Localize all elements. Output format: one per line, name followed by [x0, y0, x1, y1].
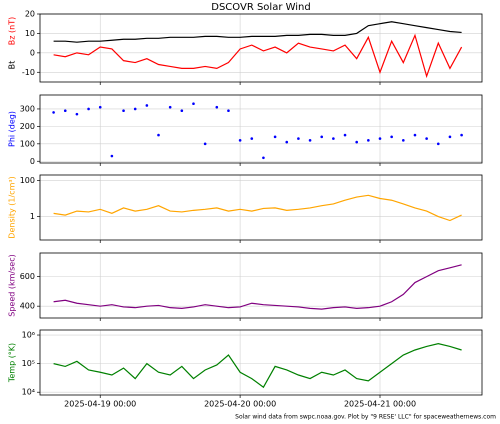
data-point [448, 135, 452, 139]
x-tick-label: 2025-04-20 00:00 [204, 400, 276, 409]
y-tick-label: 1 [30, 212, 35, 221]
data-point [87, 107, 90, 111]
footer: Solar wind data from swpc.noaa.gov. Plot… [235, 414, 496, 421]
y-tick-label: 10⁴ [22, 388, 35, 397]
data-point [238, 139, 242, 142]
y-tick-label: 400 [20, 302, 35, 311]
data-point [157, 133, 160, 137]
data-point [343, 133, 347, 137]
data-point [192, 102, 195, 106]
plot-frame [39, 13, 483, 83]
panel: -10 0 10 20 Bz (nT) Bt [8, 10, 483, 85]
y-tick-label: 10⁶ [22, 331, 35, 340]
data-point [133, 107, 137, 111]
data-point [378, 137, 382, 140]
chart-title: DSCOVR Solar Wind [211, 2, 311, 13]
y-tick-label: 10⁵ [22, 359, 35, 368]
data-point [180, 109, 184, 112]
data-point [250, 137, 254, 140]
data-line [53, 33, 463, 79]
y-axis-label: Bt [8, 61, 17, 70]
data-point [203, 142, 207, 146]
data-point [215, 105, 219, 109]
data-point [402, 139, 405, 142]
y-tick-label: 20 [25, 10, 35, 19]
data-point [110, 154, 114, 158]
data-point [367, 139, 370, 142]
y-axis-label: Phi (deg) [8, 111, 17, 147]
data-point [460, 133, 463, 137]
data-point [122, 109, 125, 112]
data-line [53, 264, 462, 310]
data-point [332, 137, 335, 140]
x-tick-label: 2025-04-21 00:00 [344, 400, 416, 409]
data-line [53, 21, 462, 43]
data-point [308, 139, 312, 142]
y-tick-label: 0 [30, 48, 35, 57]
data-point [52, 111, 55, 114]
plot-frame [39, 94, 483, 164]
data-point [425, 137, 428, 140]
data-point [413, 133, 417, 137]
data-point [63, 109, 67, 112]
data-point [227, 109, 230, 112]
data-point [168, 105, 172, 109]
y-tick-label: 100 [20, 139, 35, 148]
plot-frame [39, 252, 483, 319]
data-point [355, 140, 358, 144]
data-point [75, 112, 79, 116]
data-line [53, 194, 462, 222]
y-tick-label: -10 [22, 68, 35, 77]
panel: 2025-04-19 00:00 2025-04-20 00:00 2025-04-… [8, 329, 483, 409]
y-tick-label: 300 [20, 104, 35, 113]
data-point [390, 135, 393, 139]
data-line [53, 343, 462, 389]
data-point [98, 105, 102, 109]
x-tick-label: 2025-04-19 00:00 [64, 400, 136, 409]
data-point [297, 137, 300, 140]
data-point [436, 142, 440, 146]
plot-frame [39, 329, 483, 396]
y-tick-label: 200 [20, 122, 35, 131]
y-axis-label: Density (1/cm³) [8, 176, 17, 238]
y-axis-label: Temp (°K) [8, 343, 17, 383]
y-axis-label: Speed (km/sec) [8, 254, 17, 316]
y-tick-label: 0 [30, 157, 35, 166]
data-point [145, 104, 149, 107]
data-point [262, 156, 265, 160]
y-tick-label: 600 [20, 272, 35, 281]
y-tick-label: 100 [20, 176, 35, 185]
data-point [273, 135, 277, 139]
data-point [320, 135, 324, 139]
y-tick-label: 10 [25, 29, 35, 38]
y-axis-label: Bz (nT) [8, 17, 17, 45]
plot-frame [39, 174, 483, 241]
data-point [285, 140, 289, 144]
